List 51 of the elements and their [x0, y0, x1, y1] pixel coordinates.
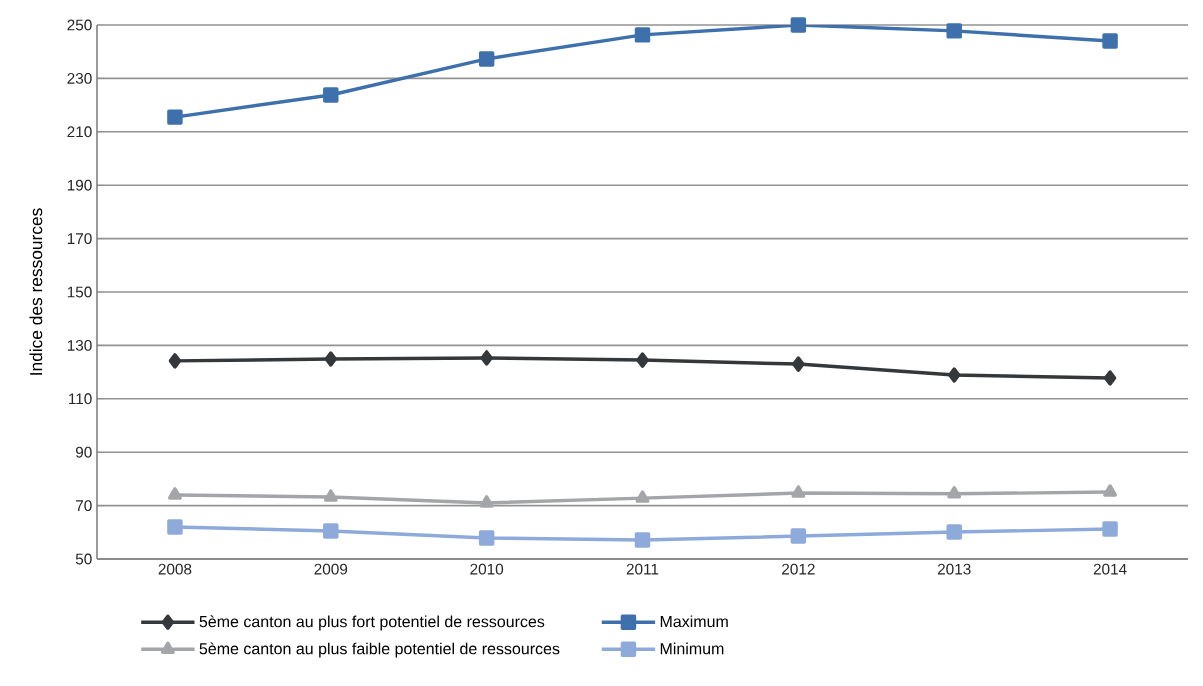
point: [480, 350, 493, 366]
y-tick-label: 150: [67, 286, 92, 298]
y-tick-label: 90: [75, 446, 92, 458]
point: [790, 17, 807, 33]
point: [323, 87, 339, 103]
point: [168, 353, 182, 369]
point: [947, 367, 961, 383]
point: [635, 490, 650, 503]
y-tick-label: 210: [67, 126, 92, 138]
point: [478, 530, 495, 546]
point: [946, 23, 962, 39]
point: [790, 528, 807, 544]
x-tick-label: 2011: [626, 563, 659, 575]
x-tick-label: 2010: [470, 563, 504, 575]
x-tick-label: 2013: [937, 563, 971, 575]
legend-label: Maximum: [660, 615, 728, 628]
point: [792, 356, 805, 372]
point: [1103, 484, 1117, 497]
point: [634, 27, 651, 43]
y-tick-label: 70: [76, 500, 92, 512]
x-tick-label: 2014: [1093, 563, 1127, 575]
legend-label: 5ème canton au plus faible potentiel de ressources: [199, 642, 560, 658]
y-tick-label: 230: [67, 72, 92, 84]
legend-label: 5ème canton au plus fort potentiel de ressources: [199, 615, 545, 631]
y-tick-label: 250: [67, 19, 92, 31]
point: [946, 524, 962, 540]
point: [324, 351, 338, 367]
y-tick-label: 130: [67, 339, 92, 351]
point: [636, 352, 649, 368]
y-tick-label: 50: [75, 553, 92, 565]
y-axis-title: Indice des ressources: [29, 208, 43, 375]
point: [323, 489, 338, 502]
point: [478, 51, 495, 67]
x-tick-label: 2009: [314, 563, 348, 575]
point: [479, 495, 494, 508]
point: [167, 487, 182, 500]
point: [167, 109, 183, 125]
point: [323, 523, 339, 539]
x-tick-label: 2012: [782, 563, 815, 575]
y-tick-label: 110: [69, 393, 92, 405]
x-tick-label: 2008: [158, 563, 192, 575]
legend-label: Minimum: [660, 642, 724, 655]
point: [791, 485, 806, 498]
point: [1102, 521, 1118, 537]
point: [167, 519, 183, 535]
y-tick-label: 190: [67, 179, 92, 191]
point: [1103, 370, 1117, 386]
point: [1102, 33, 1118, 49]
point: [634, 532, 651, 548]
y-tick-label: 170: [67, 233, 92, 245]
point: [947, 486, 962, 499]
